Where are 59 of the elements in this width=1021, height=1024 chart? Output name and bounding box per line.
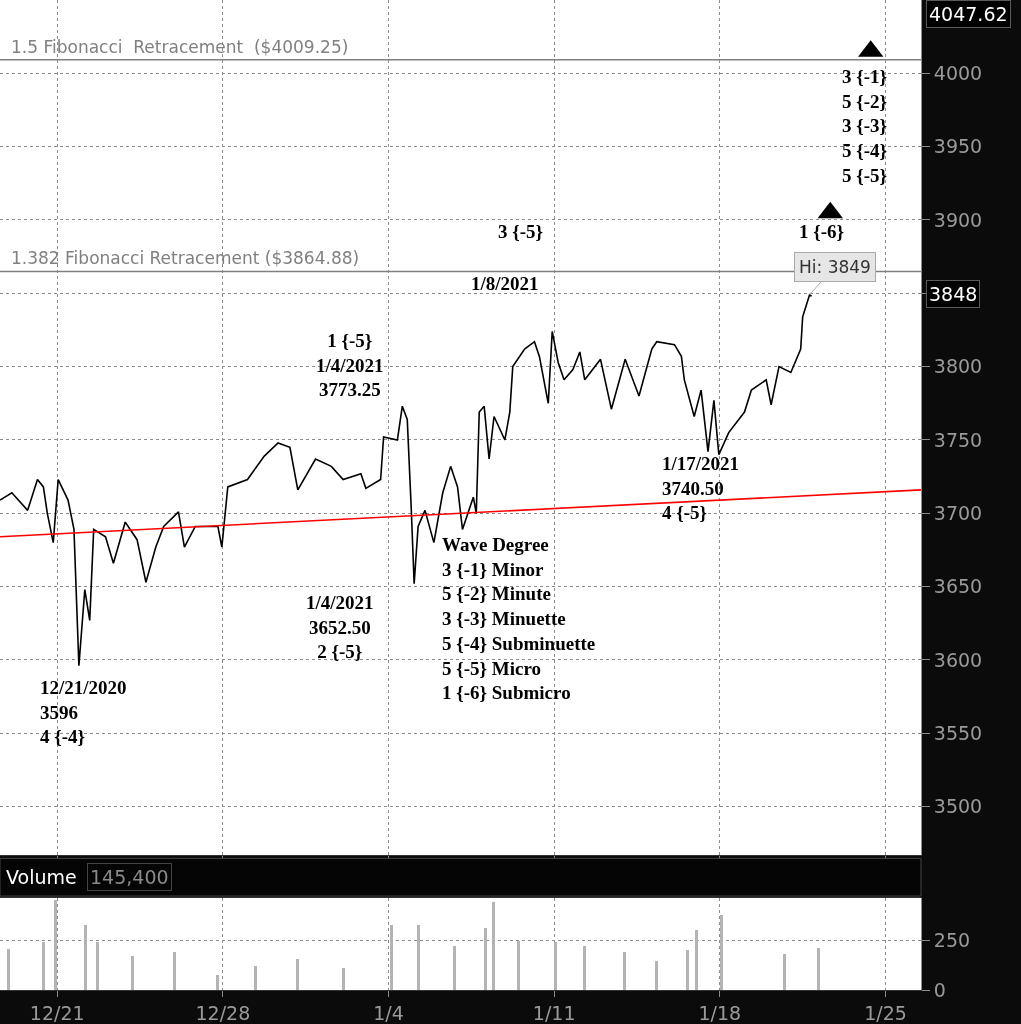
bar — [720, 915, 723, 990]
x-tick-label: 1/11 — [532, 1001, 576, 1024]
bar — [390, 925, 393, 990]
bar — [417, 925, 420, 990]
annotation: Hi: 3849 — [799, 257, 871, 277]
y-tick-label: 3800 — [933, 355, 983, 378]
bar — [84, 925, 87, 990]
y-tick-label: 0 — [933, 978, 946, 1001]
ref-line-label: 1.5 Fibonacci Retracement ($4009.25) — [11, 37, 349, 57]
annotation: Wave Degree 3 {-1} Minor 5 {-2} Minute 3 {-3} Minuette 5 {-4} Subminuette 5 {-5} Micro 1 {-6} Submicro — [442, 534, 596, 704]
annotation: 1/4/2021 3652.50 2 {-5} — [306, 592, 374, 663]
annotation: 1/17/2021 3740.50 4 {-5} — [662, 453, 740, 524]
bar — [296, 959, 299, 990]
y-tick-label: 3700 — [933, 501, 983, 524]
y-tick-label: 3600 — [933, 648, 983, 671]
annotation: 1 {-5} 1/4/2021 3773.25 — [316, 330, 384, 401]
y-tick-label: 250 — [933, 928, 971, 951]
bar — [517, 941, 520, 990]
ref-line-label: 1.382 Fibonacci Retracement ($3864.88) — [11, 248, 360, 268]
bar — [583, 946, 586, 990]
bar — [131, 956, 134, 990]
y-tick-label: 3500 — [933, 795, 983, 818]
bar — [492, 902, 495, 990]
text: 3848 — [929, 283, 978, 305]
bar — [453, 946, 456, 990]
annotation: 1/8/2021 — [471, 273, 539, 294]
annotation: 3 {-5} — [498, 221, 544, 242]
bar — [173, 952, 176, 990]
bar — [7, 949, 10, 990]
y-tick-label: 3650 — [933, 575, 983, 598]
text: 145,400 — [90, 866, 169, 888]
y-tick-label: 3900 — [933, 208, 983, 231]
bar — [554, 942, 557, 990]
bar — [254, 966, 257, 990]
annotation: 1 {-6} — [799, 221, 845, 242]
annotation: 3 {-1} 5 {-2} 3 {-3} 5 {-4} 5 {-5} — [842, 66, 888, 186]
bar — [695, 930, 698, 990]
y-tick-label: 3950 — [933, 135, 983, 158]
annotation: 12/21/2020 3596 4 {-4} — [40, 677, 127, 748]
bar — [216, 975, 219, 990]
bar — [484, 928, 487, 990]
bar — [783, 954, 786, 990]
text: 4047.62 — [929, 3, 1008, 25]
bar — [623, 952, 626, 990]
bar — [96, 942, 99, 990]
x-tick-label: 1/25 — [864, 1001, 907, 1024]
bar — [655, 961, 658, 990]
bar — [42, 942, 45, 990]
x-tick-label: 12/21 — [29, 1001, 85, 1024]
bar — [817, 948, 820, 990]
chart-title: Volume — [6, 866, 77, 888]
x-tick-label: 1/18 — [698, 1001, 742, 1024]
bar — [342, 968, 345, 990]
y-tick-label: 3550 — [933, 721, 983, 744]
x-tick-label: 1/4 — [373, 1001, 404, 1024]
x-tick-label: 12/28 — [195, 1001, 251, 1024]
y-tick-label: 3750 — [933, 428, 983, 451]
bar — [686, 950, 689, 990]
y-tick-label: 4000 — [933, 61, 983, 84]
